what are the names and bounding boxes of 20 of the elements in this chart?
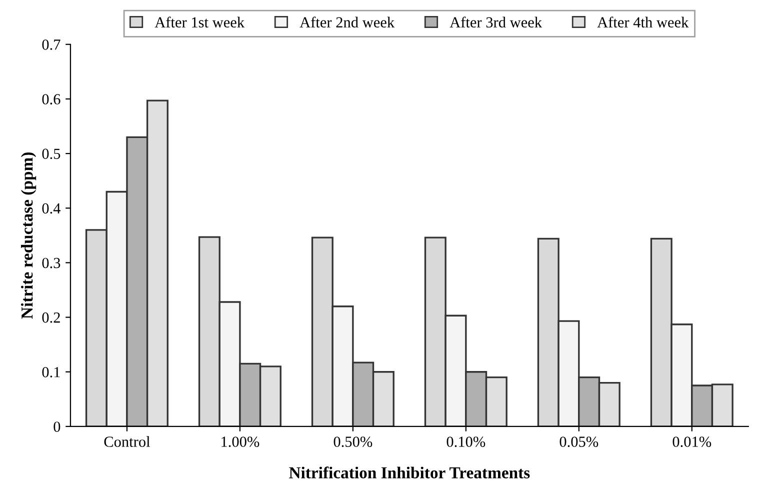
x-axis-title: Nitrification Inhibitor Treatments [289,466,530,478]
y-tick-label: 0.5 [42,148,60,160]
x-tick-label: 1.00% [222,436,260,447]
x-tick-label: 0.10% [446,436,486,447]
x-tick-label: Control [104,436,150,447]
legend-label: After 1st week [154,16,245,28]
y-axis-title: Nitrite reductase (ppm) [20,152,36,319]
legend-label: After 3rd week [450,16,542,28]
y-tick-label: 0.6 [42,94,60,104]
legend-label: After 2nd week [300,16,395,28]
x-tick-label: 0.05% [560,436,598,447]
x-tick-label: 0.01% [672,436,712,447]
legend-label: After 4th week [597,16,689,28]
y-tick-label: 0.3 [42,258,60,268]
x-tick-label: 0.50% [334,436,372,447]
y-tick-label: 0.1 [42,367,60,378]
y-tick-label: 0.7 [42,40,60,50]
y-tick-label: 0 [54,422,60,432]
y-tick-label: 0.2 [42,312,60,323]
y-tick-label: 0.4 [42,203,61,214]
